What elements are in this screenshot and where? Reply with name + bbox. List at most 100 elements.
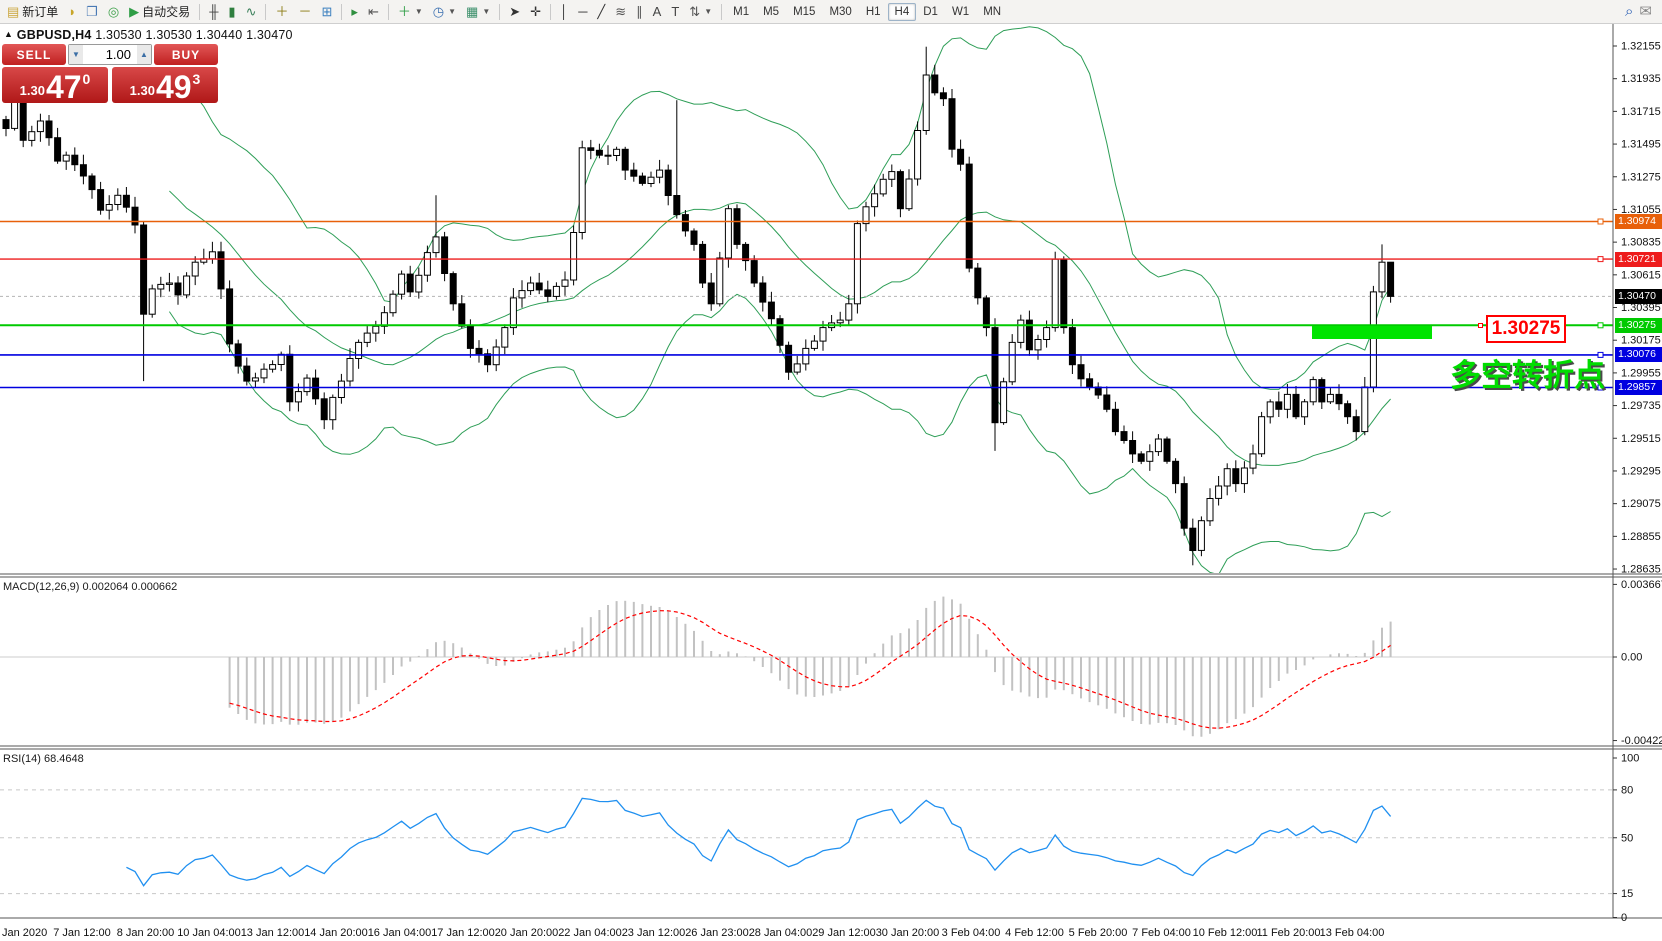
chat-icon[interactable]: ✉ (1639, 3, 1652, 20)
turning-point-annotation[interactable]: 多空转折点 (1450, 358, 1605, 393)
bar-chart-button[interactable]: ╫ (204, 1, 223, 23)
line-handle[interactable] (1597, 384, 1604, 391)
toolbar-separator (499, 3, 501, 20)
channel-button[interactable]: ∥ (631, 1, 648, 23)
cursor-icon: ➤ (509, 4, 521, 19)
price-tag-1.30721: 1.30721 (1615, 252, 1662, 267)
timeframe-w1-button[interactable]: W1 (951, 5, 970, 18)
timeframe-m1-button[interactable]: M1 (733, 5, 750, 18)
buy-price[interactable]: 1.30 49 3 (112, 67, 218, 103)
text-label-button[interactable]: T (666, 1, 684, 23)
price-tag-1.30974: 1.30974 (1615, 214, 1662, 229)
highlight-rectangle[interactable] (1312, 326, 1432, 339)
timeframe-mn-button[interactable]: MN (983, 5, 1002, 18)
templates-dropdown-icon[interactable]: ▼ (482, 7, 491, 16)
line-handle[interactable] (1597, 351, 1604, 358)
arrows-button[interactable]: ⇅ ▼ (684, 1, 717, 23)
arrows-dropdown-icon[interactable]: ▼ (704, 7, 713, 16)
horn-button[interactable]: ◗ (63, 1, 81, 23)
svg-text:7 Jan 12:00: 7 Jan 12:00 (53, 927, 111, 939)
text-button[interactable]: A (648, 1, 667, 23)
macd-signal-line (229, 610, 1391, 729)
crosshair-button[interactable]: ✛ (525, 1, 546, 23)
timeframe-d1-button[interactable]: D1 (923, 5, 938, 18)
svg-text:1.30175: 1.30175 (1621, 335, 1661, 347)
fibonacci-button[interactable]: ≋ (610, 1, 631, 23)
time-axis[interactable]: Jan 2020 7 Jan 12:00 8 Jan 20:00 10 Jan 04:… (2, 927, 1384, 939)
price-tag-1.30275: 1.30275 (1615, 318, 1662, 333)
text-icon: A (652, 4, 662, 19)
ohlc-close: 1.30470 (246, 28, 293, 42)
search-icon[interactable]: ⌕ (1625, 3, 1634, 20)
svg-text:1.31495: 1.31495 (1621, 139, 1661, 151)
chart-shift-button[interactable]: ⇤ (363, 1, 384, 23)
svg-text:13 Feb 04:00: 13 Feb 04:00 (1320, 927, 1385, 939)
tile-windows-icon: ⊞ (321, 4, 333, 19)
periods-dropdown-icon[interactable]: ▼ (448, 7, 457, 16)
sell-price[interactable]: 1.30 47 0 (2, 67, 108, 103)
periods-button[interactable]: ◷ ▼ (428, 1, 461, 23)
tile-windows-button[interactable]: ⊞ (317, 1, 338, 23)
svg-text:80: 80 (1621, 784, 1633, 796)
callout-handle[interactable] (1478, 323, 1483, 328)
hline-button[interactable]: ─ (573, 1, 592, 23)
svg-text:7 Feb 04:00: 7 Feb 04:00 (1132, 927, 1191, 939)
line-chart-button[interactable]: ∿ (241, 1, 262, 23)
auto-scroll-icon: ▸ (351, 4, 358, 19)
svg-text:13 Jan 12:00: 13 Jan 12:00 (241, 927, 305, 939)
zoom-in-button[interactable]: ＋ (270, 1, 293, 23)
line-handle[interactable] (1597, 322, 1604, 329)
horizontal-lines (0, 218, 1613, 391)
line-handle[interactable] (1597, 256, 1604, 263)
price-axis[interactable]: 1.32155 1.31935 1.31715 1.31495 1.31275 1.310… (1613, 41, 1662, 925)
indicators-dropdown-icon[interactable]: ▼ (414, 7, 423, 16)
price-tag-1.29857: 1.29857 (1615, 380, 1662, 395)
zoom-out-button[interactable]: － (293, 1, 316, 23)
svg-text:1.31275: 1.31275 (1621, 171, 1661, 183)
candlestick-button[interactable]: ▮ (223, 1, 240, 23)
indicators-button[interactable]: ＋ ▼ (393, 1, 428, 23)
svg-text:1.30395: 1.30395 (1621, 302, 1661, 314)
svg-text:1.31715: 1.31715 (1621, 106, 1661, 118)
timeframe-m15-button[interactable]: M15 (793, 5, 816, 18)
new-chart-button[interactable]: ❐ (81, 1, 103, 23)
zoom-in-icon: ＋ (275, 4, 289, 19)
cursor-button[interactable]: ➤ (504, 1, 525, 23)
auto-scroll-button[interactable]: ▸ (346, 1, 363, 23)
new-order-icon: ▤ (7, 4, 20, 19)
chart-title: ▲ GBPUSD,H4 1.30530 1.30530 1.30440 1.30… (4, 28, 293, 42)
svg-text:-0.00422: -0.00422 (1621, 735, 1662, 747)
macd-histogram (228, 596, 1392, 737)
buy-price-big: 49 (155, 69, 192, 105)
toolbar-separator (387, 3, 389, 20)
price-callout-box[interactable]: 1.30275 (1486, 315, 1566, 343)
timeframe-m30-button[interactable]: M30 (829, 5, 852, 18)
buy-price-prefix: 1.30 (129, 83, 155, 98)
line-handle[interactable] (1597, 218, 1604, 225)
timeframe-h1-button[interactable]: H1 (865, 5, 881, 18)
svg-text:Jan 2020: Jan 2020 (2, 927, 47, 939)
bollinger-bands (168, 26, 1392, 573)
vline-button[interactable]: │ (555, 1, 573, 23)
arrows-icon: ⇅ (689, 4, 701, 19)
volume-increase-button[interactable]: ▲ (137, 45, 151, 64)
sell-button[interactable]: SELL (2, 44, 66, 65)
volume-decrease-button[interactable]: ▼ (69, 45, 83, 64)
svg-text:10 Jan 04:00: 10 Jan 04:00 (177, 927, 241, 939)
signals-button[interactable]: ◎ (103, 1, 124, 23)
volume-stepper: ▼ 1.00 ▲ (68, 44, 152, 65)
templates-button[interactable]: ▦ ▼ (461, 1, 495, 23)
timeframe-h4-button[interactable]: H4 (887, 2, 917, 21)
price-tag-1.30076: 1.30076 (1615, 347, 1662, 362)
volume-input[interactable]: 1.00 (105, 47, 131, 62)
timeframe-m5-button[interactable]: M5 (763, 5, 780, 18)
trendline-button[interactable]: ╱ (592, 1, 610, 23)
ohlc-high: 1.30530 (145, 28, 193, 42)
buy-button[interactable]: BUY (154, 44, 218, 65)
autotrading-button[interactable]: ▶ 自动交易 (124, 1, 195, 23)
new-order-button[interactable]: ▤ 新订单 (2, 1, 63, 23)
candlestick-series (2, 46, 1395, 566)
svg-text:28 Jan 04:00: 28 Jan 04:00 (749, 927, 813, 939)
symbol-marker-icon: ▲ (4, 29, 14, 39)
